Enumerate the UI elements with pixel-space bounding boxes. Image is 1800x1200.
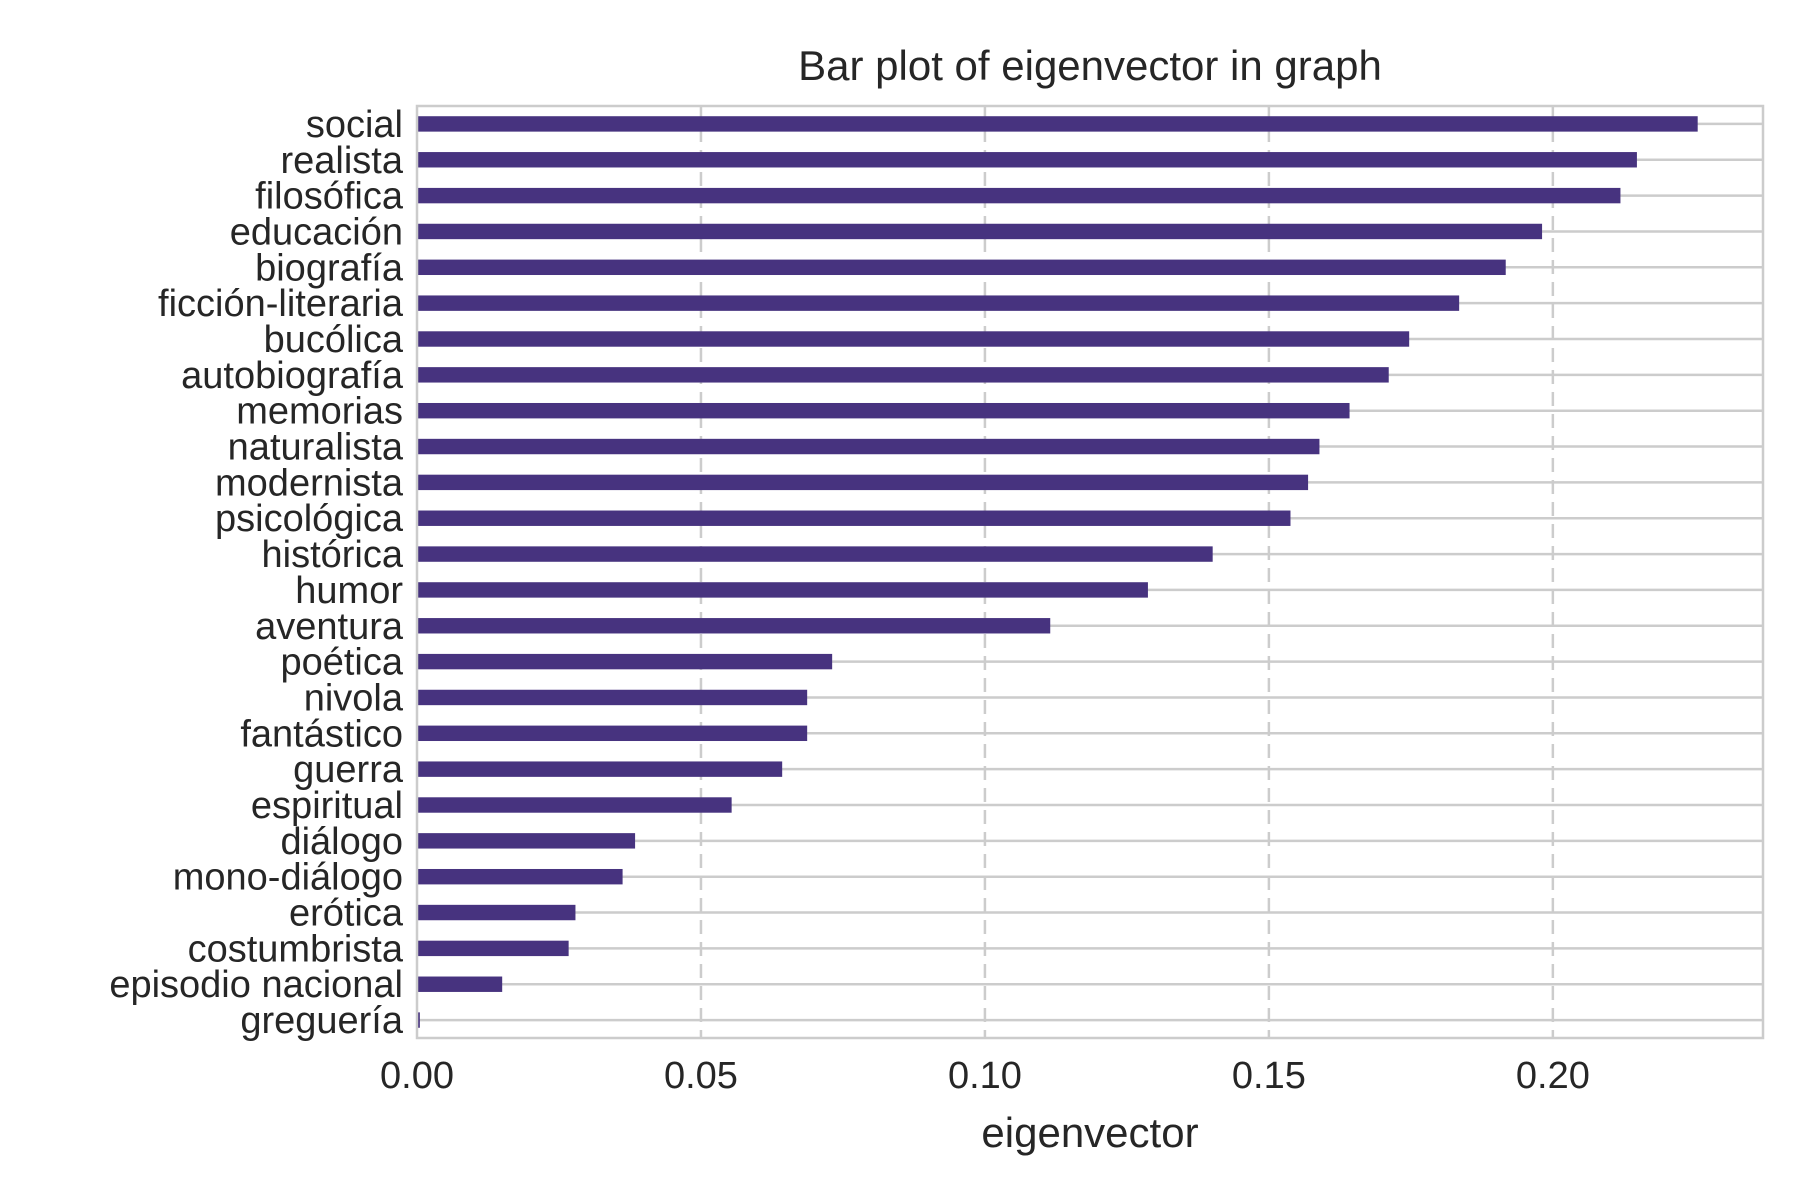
y-tick-label: filosófica — [255, 176, 404, 218]
bar — [417, 438, 1320, 455]
y-tick-label: autobiografía — [181, 355, 404, 397]
bar — [417, 689, 808, 706]
y-tick-label: humor — [295, 570, 403, 612]
x-tick-label: 0.05 — [664, 1055, 738, 1097]
y-tick-label: costumbrista — [188, 928, 404, 970]
bar — [417, 331, 1410, 347]
bars — [417, 116, 1698, 1028]
x-tick-labels: 0.00 0.05 0.10 0.15 0.20 — [380, 1055, 1590, 1097]
y-tick-label: social — [306, 104, 403, 146]
y-tick-label: diálogo — [280, 821, 403, 863]
y-tick-label: educación — [230, 211, 403, 253]
bar — [417, 402, 1350, 419]
y-tick-label: biografía — [255, 247, 404, 289]
y-tick-label: histórica — [262, 534, 404, 576]
bar — [417, 618, 1051, 634]
y-tick-label: ficción-literaria — [158, 283, 404, 325]
x-tick-label: 0.15 — [1232, 1055, 1306, 1097]
y-tick-label: episodio nacional — [109, 964, 403, 1006]
bar — [417, 152, 1637, 168]
bar — [417, 582, 1148, 598]
y-tick-label: greguería — [240, 1000, 404, 1042]
bar — [417, 725, 808, 742]
bar — [417, 295, 1460, 311]
y-tick-label: bucólica — [264, 319, 404, 361]
plot-frame — [415, 104, 1765, 1040]
x-tick-label: 0.00 — [380, 1055, 454, 1097]
x-tick-label: 0.20 — [1516, 1055, 1590, 1097]
bar — [417, 833, 636, 849]
y-tick-label: realista — [281, 140, 404, 182]
bar — [417, 474, 1309, 491]
bar — [417, 868, 623, 885]
y-tick-label: memorias — [236, 391, 403, 433]
bar — [417, 904, 576, 921]
bar — [417, 761, 783, 777]
y-tick-label: modernista — [215, 462, 404, 504]
bar — [417, 546, 1213, 562]
y-tick-label: guerra — [293, 749, 404, 791]
y-tick-label: aventura — [255, 606, 404, 648]
bar — [417, 653, 833, 670]
chart-title: Bar plot of eigenvector in graph — [798, 42, 1382, 89]
bar — [417, 797, 732, 813]
bar — [417, 510, 1291, 526]
bar — [417, 259, 1506, 276]
x-axis-label: eigenvector — [981, 1109, 1198, 1156]
y-tick-label: psicológica — [215, 498, 404, 540]
bar — [417, 187, 1621, 204]
bar — [417, 940, 569, 957]
bar — [417, 1012, 420, 1028]
y-tick-label: nivola — [304, 677, 404, 719]
grid — [417, 106, 1763, 1038]
y-tick-label: poética — [280, 642, 403, 684]
y-tick-label: erótica — [289, 893, 404, 935]
y-tick-labels: socialrealistafilosóficaeducaciónbiograf… — [109, 104, 404, 1042]
bar — [417, 976, 503, 992]
y-tick-label: mono-diálogo — [173, 857, 403, 899]
y-tick-label: espiritual — [251, 785, 403, 827]
bar — [417, 367, 1389, 383]
bar — [417, 223, 1543, 240]
y-tick-label: naturalista — [228, 427, 404, 469]
bar — [417, 116, 1698, 132]
y-tick-label: fantástico — [240, 713, 403, 755]
x-tick-label: 0.10 — [948, 1055, 1022, 1097]
